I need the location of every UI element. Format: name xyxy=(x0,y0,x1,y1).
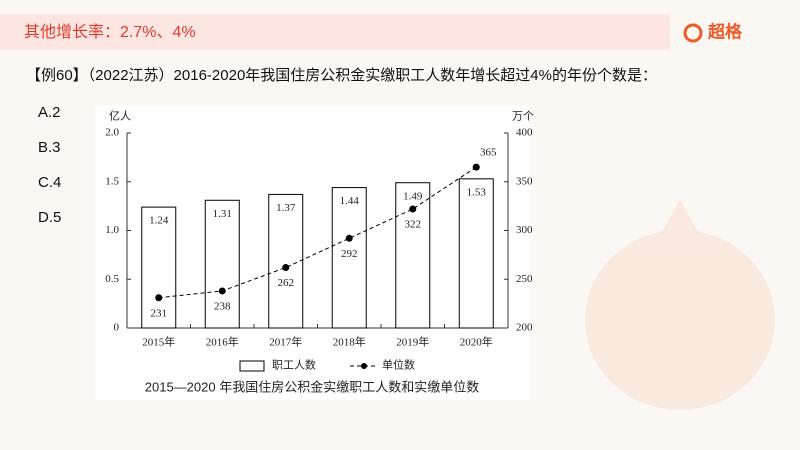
bar-value-label: 1.53 xyxy=(467,186,487,198)
bar-value-label: 1.31 xyxy=(213,208,232,220)
point-value-label: 231 xyxy=(151,307,168,319)
point xyxy=(155,294,163,302)
point-value-label: 322 xyxy=(405,219,422,231)
legend-dot xyxy=(361,363,367,369)
y-tick-label: 2.0 xyxy=(105,127,119,139)
point xyxy=(282,264,290,272)
y-tick-label: 0 xyxy=(114,322,120,334)
y-axis-label: 亿人 xyxy=(109,110,131,123)
option: A.2 xyxy=(38,104,61,121)
point xyxy=(345,234,353,242)
bar xyxy=(204,199,240,329)
y2-tick-label: 400 xyxy=(516,127,533,139)
bar xyxy=(141,206,177,329)
bar xyxy=(458,178,494,329)
y2-tick-label: 350 xyxy=(516,175,533,187)
point-value-label: 292 xyxy=(341,248,358,260)
y-tick-label: 1.0 xyxy=(105,224,119,236)
header-band xyxy=(0,14,670,50)
legend-swatch xyxy=(239,360,265,372)
point xyxy=(472,163,480,171)
x-tick-label: 2015年 xyxy=(142,335,175,349)
x-tick-label: 2016年 xyxy=(206,335,239,349)
option: B.3 xyxy=(38,139,61,156)
bar-value-label: 1.37 xyxy=(276,202,296,214)
y2-tick-label: 250 xyxy=(516,273,533,285)
chart: 亿人 万个 0 0.5 1.0 1.5 2.0 200 250 300 350 400 2015年 201… xyxy=(105,110,534,395)
legend-label: 单位数 xyxy=(382,358,415,372)
point xyxy=(218,287,226,295)
bar xyxy=(268,193,304,329)
y-tick-label: 0.5 xyxy=(105,273,119,285)
point-value-label: 238 xyxy=(214,300,231,312)
y2-axis-label: 万个 xyxy=(512,110,534,123)
point-value-label: 365 xyxy=(480,147,497,159)
y2-tick-label: 200 xyxy=(516,322,533,334)
point-value-label: 262 xyxy=(278,277,295,289)
y-tick-label: 1.5 xyxy=(105,175,119,187)
point xyxy=(409,205,417,213)
option: D.5 xyxy=(38,209,61,226)
legend-label: 职工人数 xyxy=(272,359,316,372)
logo-icon xyxy=(683,23,703,43)
x-tick-label: 2018年 xyxy=(333,335,366,349)
header-title: 其他增长率：2.7%、4% xyxy=(24,23,196,41)
bar-value-label: 1.44 xyxy=(340,195,360,207)
mascot xyxy=(585,200,775,410)
bar xyxy=(331,187,367,329)
bar-value-label: 1.24 xyxy=(149,215,169,227)
chart-title: 2015—2020 年我国住房公积金实缴职工人数和实缴单位数 xyxy=(145,379,479,394)
x-tick-label: 2017年 xyxy=(269,335,302,349)
y2-tick-label: 300 xyxy=(516,224,533,236)
bar xyxy=(395,182,431,329)
question: 【例60】（2022江苏）2016-2020年我国住房公积金实缴职工人数年增长超… xyxy=(26,67,657,84)
x-tick-label: 2020年 xyxy=(460,335,493,349)
logo: 超格 xyxy=(708,21,743,41)
option: C.4 xyxy=(38,174,61,191)
x-tick-label: 2019年 xyxy=(396,335,429,349)
bar-value-label: 1.49 xyxy=(403,190,423,202)
